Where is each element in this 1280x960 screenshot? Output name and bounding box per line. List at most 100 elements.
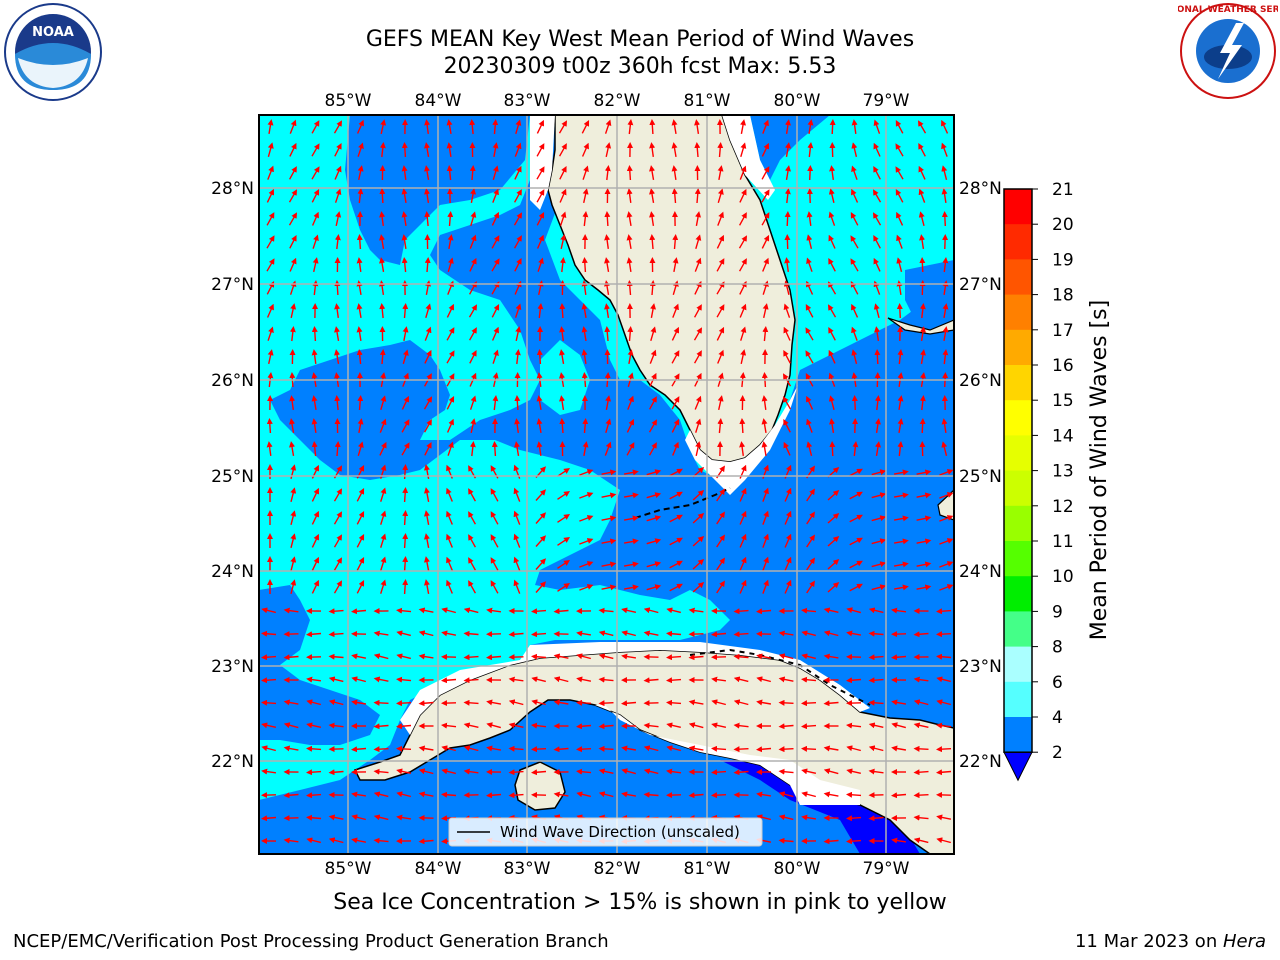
wind-wave-arrow [740,349,747,365]
wind-wave-arrow [827,513,840,524]
wind-wave-arrow [463,607,479,614]
wind-wave-arrow [761,395,768,410]
wind-wave-arrow [671,373,680,387]
colorbar-segment [1004,259,1032,296]
wind-wave-arrow [669,491,683,500]
wind-wave-arrow [874,418,881,434]
wind-wave-arrow [762,510,769,525]
wind-wave-arrow [333,534,342,548]
wind-wave-arrow [893,469,909,476]
wind-wave-arrow [402,303,409,319]
wind-wave-arrow [261,630,277,637]
wind-wave-arrow [356,257,363,272]
wind-wave-arrow [513,235,522,249]
wind-wave-arrow [290,303,297,319]
coast-nodata [595,705,860,805]
wind-wave-arrow [334,349,340,365]
lat-label: 22°N [959,752,1002,772]
wind-wave-arrow [783,303,791,318]
wind-wave-arrow [851,326,858,341]
wind-wave-arrow [289,280,297,295]
wind-wave-arrow [756,746,772,753]
wind-wave-arrow [401,165,408,180]
colorbar-tick-label: 8 [1052,638,1063,658]
wind-wave-arrow [868,630,884,637]
wind-wave-arrow [716,234,725,249]
wind-wave-arrow [334,234,341,250]
nws-logo-icon: NATIONAL WEATHER SERVICE [1178,3,1278,99]
wind-wave-arrow [537,280,544,296]
wind-wave-arrow [716,557,725,571]
wind-wave-arrow [626,188,633,203]
wind-wave-arrow [936,676,951,683]
wind-wave-arrow [266,235,275,249]
wind-wave-arrow [807,165,814,181]
wind-wave-arrow [311,395,318,411]
wind-wave-arrow [621,630,636,637]
wind-wave-arrow [469,372,477,387]
wind-wave-arrow [778,814,794,821]
wind-wave-arrow [671,142,678,158]
wind-wave-arrow [871,469,887,476]
wind-wave-arrow [492,372,499,388]
wind-wave-arrow [515,326,522,342]
wind-wave-arrow [649,119,656,135]
wind-wave-arrow [693,350,702,364]
footer-date: 11 Mar 2023 on Hera [1075,931,1266,952]
lon-label: 80°W [774,859,821,879]
wind-wave-arrow [942,280,949,296]
wind-wave-arrow [558,143,567,157]
wind-wave-arrow [941,142,948,157]
wind-wave-arrow [672,280,679,295]
wind-wave-arrow [604,441,612,456]
wind-wave-arrow [648,442,657,456]
wind-wave-arrow [688,722,704,729]
wind-wave-arrow [778,837,794,844]
wind-wave-arrow [402,372,409,387]
colorbar-tick-label: 19 [1052,250,1074,270]
wind-wave-arrow [491,258,500,272]
wind-wave-arrow [626,280,633,296]
wind-wave-arrow [401,188,408,204]
wind-wave-arrow [739,280,747,295]
colorbar-segment [1004,189,1032,225]
wind-wave-arrow [490,534,499,548]
wind-wave-arrow [716,580,725,594]
wind-wave-arrow [939,538,954,545]
wind-wave-arrow [333,488,342,502]
wind-wave-arrow [579,561,594,568]
wind-wave-arrow [402,533,409,549]
wind-wave-arrow [351,746,367,753]
wind-wave-arrow [693,327,702,341]
wind-wave-arrow [418,791,434,798]
nws-logo-text: NATIONAL WEATHER SERVICE [1178,5,1278,15]
wind-wave-arrow [469,257,477,272]
wind-wave-arrow [716,534,725,548]
wind-wave-arrow [306,722,322,729]
wind-wave-arrow [579,584,594,591]
wind-wave-arrow [553,746,569,753]
wind-wave-arrow [873,235,881,249]
wind-wave-arrow [829,441,836,457]
wind-wave-arrow [941,418,948,434]
wind-wave-arrow [891,699,907,706]
wind-wave-arrow [738,235,747,249]
wind-wave-arrow [581,142,589,157]
wind-wave-arrow [424,165,430,181]
wind-wave-arrow [897,349,904,365]
wind-wave-arrow [357,188,364,204]
wind-wave-arrow [441,722,457,729]
wind-wave-arrow [694,395,702,410]
wind-wave-arrow [762,579,769,594]
lon-label: 79°W [863,859,910,879]
wind-wave-arrow [739,418,746,434]
wind-wave-arrow [598,653,614,660]
wind-wave-arrow [829,165,836,180]
wind-wave-arrow [357,418,364,434]
wind-wave-arrow [778,791,794,798]
wind-wave-arrow [891,607,907,614]
lon-label: 82°W [594,859,641,879]
wind-wave-arrow [356,280,363,296]
lon-label: 84°W [415,91,462,111]
wind-wave-arrow [380,510,387,525]
